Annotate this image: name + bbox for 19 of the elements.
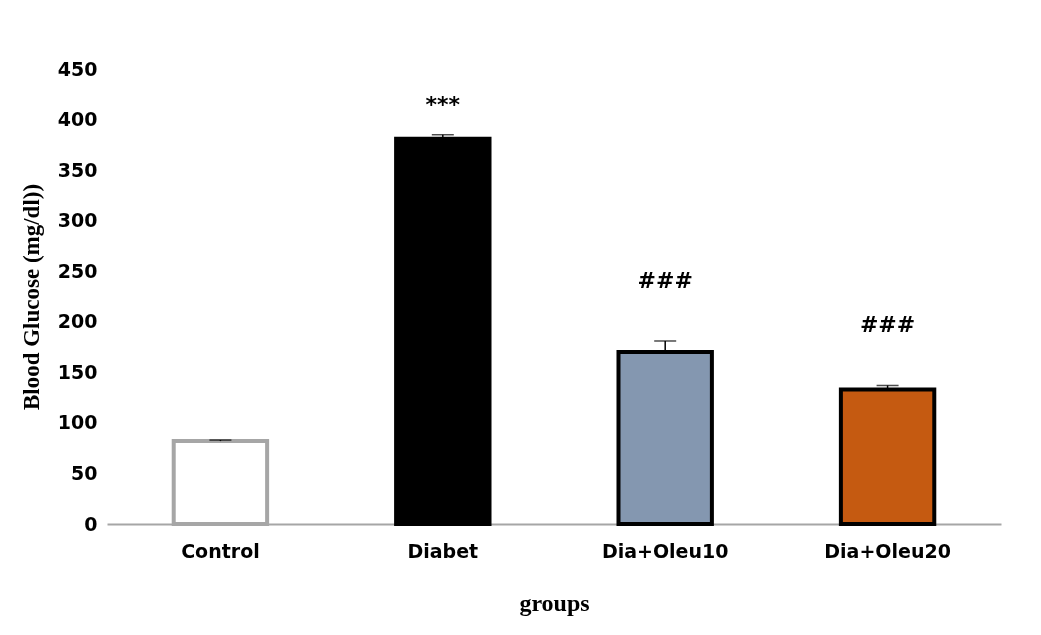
y-tick-label: 250 — [57, 259, 98, 282]
annotation: ### — [637, 267, 693, 293]
y-tick-label: 350 — [57, 158, 98, 181]
y-tick-label: 50 — [71, 461, 98, 484]
x-tick-label: Dia+Oleu20 — [824, 539, 951, 562]
x-tick-label: Control — [181, 539, 260, 562]
y-tick-label: 200 — [57, 310, 98, 333]
x-tick-label: Diabet — [407, 539, 479, 562]
y-tick-label: 150 — [57, 360, 98, 383]
y-axis-title: Blood Glucose (mg/dl)) — [18, 183, 44, 411]
x-axis-title: groups — [519, 589, 590, 616]
y-tick-label: 100 — [57, 411, 98, 434]
y-tick-label: 400 — [57, 108, 98, 131]
annotation: *** — [425, 91, 461, 117]
y-tick-label: 450 — [57, 57, 98, 80]
y-tick-label: 0 — [84, 512, 98, 535]
annotation: ### — [859, 312, 916, 338]
y-tick-label: 300 — [57, 209, 98, 232]
x-tick-label: Dia+Oleu10 — [601, 539, 729, 562]
